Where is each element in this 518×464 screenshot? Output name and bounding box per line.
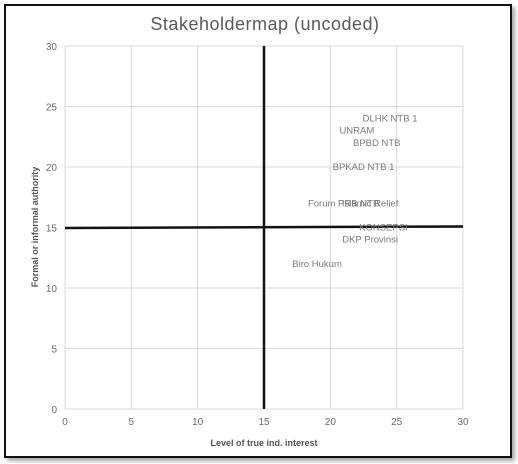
y-axis-label: Formal or informal authority: [30, 167, 40, 288]
y-tick-label: 15: [46, 224, 58, 235]
y-tick-label: 10: [46, 284, 58, 295]
data-point-label: Forum PRB NTB: [308, 198, 379, 209]
x-tick-label: 0: [62, 417, 68, 428]
data-point-label: Biro Hukum: [292, 259, 342, 270]
data-point-label: Islamic Relief: [342, 198, 399, 209]
x-tick-label: 25: [391, 417, 403, 428]
x-tick-label: 5: [129, 417, 135, 428]
x-tick-label: 15: [258, 417, 270, 428]
x-tick-label: 10: [192, 417, 204, 428]
horizontal-quadrant-line: [64, 225, 464, 230]
quadrant-lines: [64, 46, 464, 409]
data-point-label: BPKAD NTB 1: [333, 162, 395, 173]
data-point-label: DLHK NTB 1: [363, 114, 418, 125]
chart-frame: [4, 4, 512, 458]
chart-title: Stakeholdermap (uncoded): [150, 14, 379, 34]
tick-labels: 0 5 10 15 20 25 30 0 5 10 15 20 25 30: [46, 42, 469, 428]
y-tick-label: 30: [46, 42, 58, 53]
data-point-label: KONSEPSI: [359, 223, 408, 234]
data-point-label: UNRAM: [339, 126, 374, 137]
y-tick-label: 5: [51, 345, 57, 356]
x-tick-label: 20: [325, 417, 337, 428]
y-tick-label: 0: [51, 405, 57, 416]
data-point-label: DKP Provinsi: [342, 235, 398, 246]
x-tick-label: 30: [457, 417, 469, 428]
y-tick-label: 20: [46, 163, 58, 174]
y-tick-label: 25: [46, 103, 58, 114]
data-point-label: BPBD NTB: [353, 138, 401, 149]
x-axis-label: Level of true ind. interest: [210, 438, 317, 448]
